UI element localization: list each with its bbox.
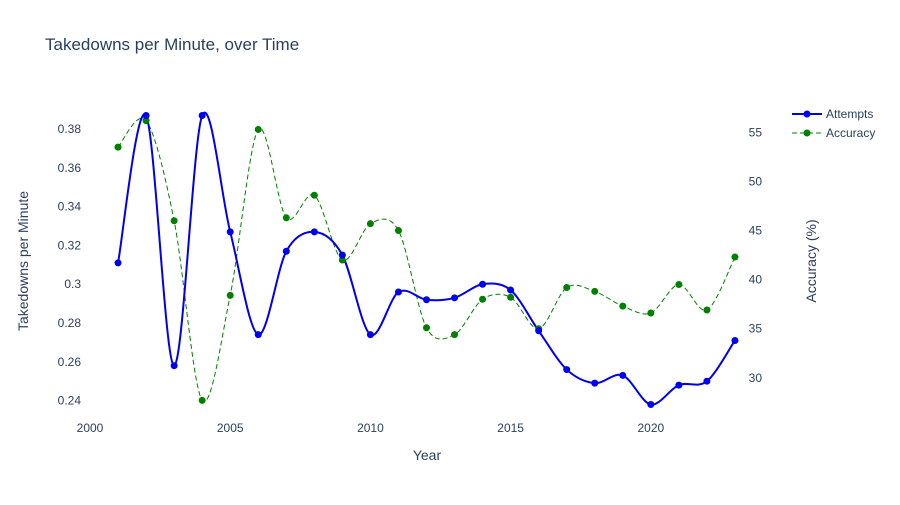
data-point-attempts-2020[interactable] — [647, 400, 655, 408]
x-tick-label-2015: 2015 — [497, 421, 524, 435]
legend-accuracy-label: Accuracy — [826, 126, 875, 140]
series-line-accuracy — [117, 117, 736, 403]
data-point-accuracy-2019[interactable] — [619, 302, 627, 310]
data-point-accuracy-2017[interactable] — [563, 283, 571, 291]
data-point-accuracy-2022[interactable] — [703, 306, 711, 314]
y-axis-ticks: 0.24 0.26 0.28 0.3 0.32 0.34 0.36 0.38 — [58, 122, 82, 408]
y-tick-label-0: 0.24 — [58, 394, 82, 408]
data-point-accuracy-2009[interactable] — [338, 256, 346, 264]
data-point-accuracy-2018[interactable] — [591, 287, 599, 295]
data-point-attempts-2023[interactable] — [731, 336, 739, 344]
data-point-attempts-2008[interactable] — [310, 228, 318, 236]
data-point-attempts-2013[interactable] — [451, 294, 459, 302]
legend-item-accuracy[interactable]: Accuracy — [792, 126, 875, 140]
legend-attempts-marker — [803, 110, 811, 118]
y2-axis-title: Accuracy (%) — [803, 219, 819, 302]
x-tick-label-2010: 2010 — [357, 421, 384, 435]
data-point-attempts-2012[interactable] — [423, 296, 430, 304]
y-tick-label-6: 0.36 — [58, 161, 82, 175]
data-point-attempts-2019[interactable] — [619, 371, 627, 379]
y-tick-label-1: 0.26 — [58, 355, 82, 369]
x-tick-label-2000: 2000 — [77, 421, 104, 435]
data-point-accuracy-2023[interactable] — [731, 253, 739, 261]
y2-axis-ticks: 30 35 40 45 50 55 — [749, 125, 763, 384]
data-point-accuracy-2010[interactable] — [366, 220, 374, 228]
data-point-attempts-2021[interactable] — [675, 381, 683, 389]
data-point-attempts-2005[interactable] — [226, 228, 234, 236]
plot-lines — [117, 111, 736, 406]
data-point-accuracy-2001[interactable] — [114, 143, 122, 151]
data-point-accuracy-2003[interactable] — [170, 217, 178, 225]
data-point-accuracy-2012[interactable] — [423, 324, 430, 332]
x-axis-title: Year — [413, 447, 442, 463]
chart-title: Takedowns per Minute, over Time — [45, 35, 299, 54]
legend-attempts-label: Attempts — [826, 107, 873, 121]
legend[interactable]: Attempts Accuracy — [792, 107, 875, 140]
y2-tick-label-50: 50 — [749, 174, 763, 188]
y-tick-label-5: 0.34 — [58, 200, 82, 214]
y-axis-title: Takedowns per Minute — [15, 191, 31, 331]
data-point-attempts-2010[interactable] — [366, 331, 374, 339]
data-point-attempts-2017[interactable] — [563, 366, 571, 374]
data-point-accuracy-2005[interactable] — [226, 291, 234, 299]
series-line-attempts — [117, 111, 736, 406]
data-point-accuracy-2002[interactable] — [142, 117, 150, 125]
y2-tick-label-30: 30 — [749, 371, 763, 385]
data-point-accuracy-2014[interactable] — [479, 295, 487, 303]
y-tick-label-7: 0.38 — [58, 122, 82, 136]
y-tick-label-2: 0.28 — [58, 316, 82, 330]
y2-tick-label-35: 35 — [749, 322, 763, 336]
data-point-attempts-2009[interactable] — [338, 251, 346, 259]
y-tick-label-3: 0.3 — [64, 277, 81, 291]
y2-tick-label-45: 45 — [749, 224, 763, 238]
data-point-accuracy-2004[interactable] — [198, 396, 206, 404]
legend-accuracy-marker — [803, 129, 811, 137]
data-point-accuracy-2021[interactable] — [675, 281, 683, 289]
data-point-attempts-2004[interactable] — [198, 112, 206, 120]
data-point-attempts-2022[interactable] — [703, 377, 711, 385]
y2-tick-label-40: 40 — [749, 273, 763, 287]
x-tick-label-2020: 2020 — [637, 421, 664, 435]
data-point-attempts-2006[interactable] — [254, 331, 262, 339]
data-point-attempts-2002[interactable] — [142, 112, 150, 120]
data-point-attempts-2014[interactable] — [479, 280, 487, 288]
data-point-accuracy-2013[interactable] — [451, 331, 459, 339]
data-point-accuracy-2020[interactable] — [647, 309, 655, 317]
data-point-attempts-2016[interactable] — [535, 327, 543, 335]
data-point-accuracy-2008[interactable] — [310, 191, 318, 199]
data-point-attempts-2001[interactable] — [114, 259, 122, 267]
data-point-accuracy-2015[interactable] — [507, 293, 515, 301]
x-axis-ticks: 2000 2005 2010 2015 2020 — [77, 421, 665, 435]
data-point-attempts-2007[interactable] — [282, 247, 290, 255]
data-point-accuracy-2011[interactable] — [394, 227, 402, 235]
data-point-accuracy-2007[interactable] — [282, 214, 290, 222]
data-point-accuracy-2006[interactable] — [254, 125, 262, 133]
data-point-attempts-2015[interactable] — [507, 286, 515, 294]
plot-points — [114, 112, 739, 408]
data-point-attempts-2003[interactable] — [170, 362, 178, 370]
data-point-attempts-2011[interactable] — [394, 288, 402, 296]
x-tick-label-2005: 2005 — [217, 421, 244, 435]
y2-tick-label-55: 55 — [749, 125, 763, 139]
legend-item-attempts[interactable]: Attempts — [792, 107, 873, 121]
y-tick-label-4: 0.32 — [58, 238, 82, 252]
data-point-attempts-2018[interactable] — [591, 379, 599, 387]
